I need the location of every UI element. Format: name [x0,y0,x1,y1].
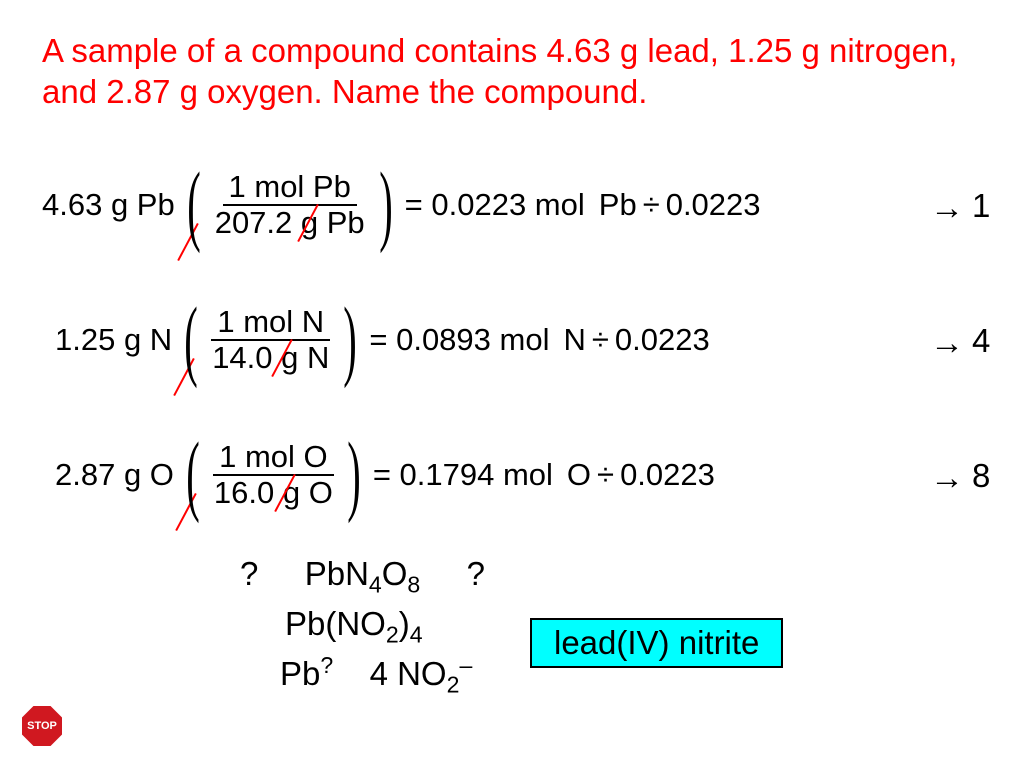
mole-result: = 0.0223 mol Pb ÷ 0.0223 [405,187,761,223]
denominator: 16.0 g O [208,476,339,510]
slide: A sample of a compound contains 4.63 g l… [0,0,1024,768]
stop-sign-icon: STOP [20,704,64,748]
divisor: 0.0223 [666,187,761,223]
answer-box: lead(IV) nitrite [530,618,783,668]
numerator: 1 mol N [211,305,330,341]
given-mass: 1.25 g N [55,322,172,358]
cancel-slash-icon [271,339,292,377]
moles-value: = 0.0223 mol [405,187,585,223]
arrow-icon: → [930,189,964,228]
denominator: 14.0 g N [206,341,335,375]
problem-statement: A sample of a compound contains 4.63 g l… [42,30,982,113]
element-symbol: N [563,322,585,358]
divide-symbol: ÷ [597,457,614,493]
numerator: 1 mol Pb [223,170,357,206]
mole-ratio: 8 [972,457,990,495]
stop-label: STOP [27,720,57,732]
divisor: 0.0223 [620,457,715,493]
molecular-formula: Pb(NO2)4 [285,605,423,642]
cancel-slash-icon [274,474,295,512]
anion: 4 NO2– [370,655,473,692]
cancel-slash-icon [297,204,318,242]
given-mass: 2.87 g O [55,457,174,493]
arrow-icon: → [930,459,964,498]
conversion-factor: (1 mol N14.0 g N) [176,304,365,376]
arrow-icon: → [930,324,964,363]
calculation-row: 2.87 g O(1 mol O16.0 g O)= 0.1794 mol O ÷… [55,415,715,535]
formula-line-1: ? PbN4O8 ? [240,555,485,593]
numerator: 1 mol O [213,440,334,476]
moles-value: = 0.0893 mol [369,322,549,358]
cation: Pb? [280,655,333,692]
empirical-formula: PbN4O8 [305,555,421,592]
denominator: 207.2 g Pb [209,206,371,240]
formula-line-3: Pb? 4 NO2– [280,655,472,693]
formula-line-2: Pb(NO2)4 [285,605,423,643]
divide-symbol: ÷ [643,187,660,223]
conversion-factor: (1 mol Pb207.2 g Pb) [179,169,401,241]
conversion-factor: (1 mol O16.0 g O) [178,439,369,511]
question-mark-right: ? [467,555,485,592]
moles-value: = 0.1794 mol [373,457,553,493]
element-symbol: O [567,457,591,493]
divisor: 0.0223 [615,322,710,358]
given-mass: 4.63 g Pb [42,187,175,223]
divide-symbol: ÷ [592,322,609,358]
mole-ratio: 4 [972,322,990,360]
element-symbol: Pb [599,187,637,223]
calculation-row: 4.63 g Pb(1 mol Pb207.2 g Pb)= 0.0223 mo… [42,145,761,265]
calculation-row: 1.25 g N(1 mol N14.0 g N)= 0.0893 mol N ÷… [55,280,710,400]
mole-result: = 0.1794 mol O ÷ 0.0223 [373,457,715,493]
question-mark-left: ? [240,555,258,592]
mole-ratio: 1 [972,187,990,225]
mole-result: = 0.0893 mol N ÷ 0.0223 [369,322,709,358]
